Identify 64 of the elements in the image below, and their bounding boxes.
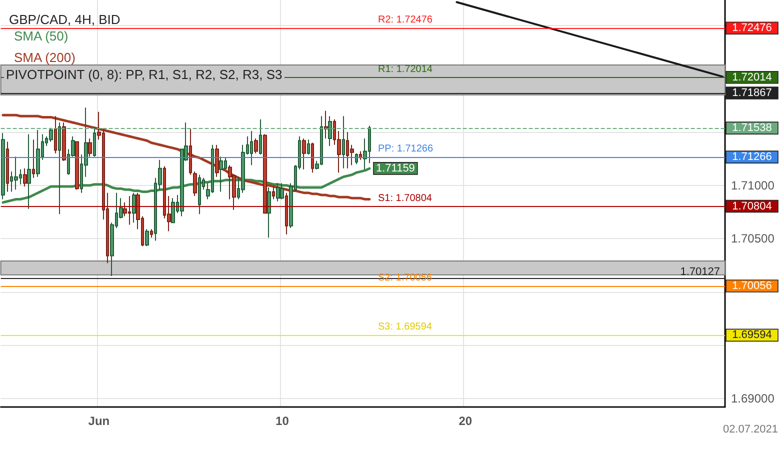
text: SMA (50) bbox=[14, 28, 68, 44]
candlestick bbox=[263, 134, 267, 214]
x-tick-label: 20 bbox=[458, 414, 472, 428]
candlestick bbox=[328, 116, 332, 146]
y-tick-label: 1.70500 bbox=[731, 232, 775, 246]
annotation: S3: 1.69594 bbox=[378, 322, 432, 333]
candlestick bbox=[276, 182, 280, 202]
annotation: R1: 1.72014 bbox=[378, 64, 433, 75]
ref-line-label: 1.71538 bbox=[732, 122, 772, 134]
candlestick bbox=[14, 156, 18, 190]
y-tick-label: 1.69000 bbox=[731, 391, 775, 406]
candlestick bbox=[49, 127, 53, 142]
ref-line-label: 1.70056 bbox=[732, 280, 772, 292]
candlestick bbox=[36, 129, 40, 178]
candlestick bbox=[145, 228, 149, 247]
candlestick bbox=[219, 156, 223, 192]
text: 02.07.2021 bbox=[722, 424, 778, 436]
x-tick-label: 10 bbox=[276, 414, 290, 428]
candlestick bbox=[259, 118, 262, 155]
candlestick bbox=[285, 192, 288, 235]
ref-line-label: 1.72014 bbox=[732, 71, 772, 84]
candlestick bbox=[272, 186, 275, 200]
annotation: PIVOTPOINT (0, 8): PP, R1, S1, R2, S2, R3, S3 bbox=[6, 67, 282, 82]
ref-line-label: 1.70127 bbox=[680, 266, 720, 278]
y-tick-label: 1.71000 bbox=[731, 178, 775, 192]
candlestick bbox=[193, 171, 197, 197]
candlestick bbox=[189, 128, 192, 176]
ref-line-label: 1.72476 bbox=[732, 22, 772, 34]
candlestick bbox=[267, 187, 271, 238]
candlestick bbox=[307, 139, 310, 155]
candlestick bbox=[250, 130, 253, 166]
candlestick bbox=[324, 110, 328, 140]
x-tick-label: Jun bbox=[88, 414, 110, 428]
candlestick bbox=[150, 228, 153, 238]
ref-line-label: 1.71266 bbox=[732, 151, 772, 164]
ref-line-label: 1.70804 bbox=[732, 200, 772, 212]
candlestick bbox=[32, 139, 35, 178]
candlestick bbox=[198, 174, 201, 215]
candlestick bbox=[54, 116, 57, 154]
text: GBP/CAD, 4H, BID bbox=[9, 12, 120, 27]
annotation: R2: 1.72476 bbox=[378, 14, 433, 26]
ref-line-label: 1.69594 bbox=[732, 329, 772, 342]
candlestick bbox=[302, 138, 306, 170]
text: SMA (200) bbox=[14, 50, 76, 65]
candlestick bbox=[93, 126, 96, 158]
candlestick bbox=[88, 138, 92, 158]
candlestick bbox=[6, 141, 9, 192]
candlestick bbox=[58, 122, 61, 215]
data-label: 1.71159 bbox=[376, 162, 415, 174]
candlestick bbox=[280, 182, 284, 200]
candlestick bbox=[254, 138, 258, 154]
candlestick bbox=[342, 116, 345, 169]
candlestick bbox=[1, 132, 5, 200]
ref-line-label: 1.71867 bbox=[732, 87, 772, 100]
candlestick bbox=[132, 192, 136, 224]
candlestick bbox=[23, 168, 27, 187]
candlestick bbox=[62, 122, 66, 162]
candlestick bbox=[171, 198, 175, 224]
candlestick bbox=[27, 134, 31, 210]
candlestick bbox=[311, 142, 314, 174]
candlestick bbox=[75, 141, 79, 190]
candlestick bbox=[215, 144, 219, 178]
annotation: PP: 1.71266 bbox=[378, 144, 434, 155]
annotation: S1: 1.70804 bbox=[378, 192, 432, 204]
